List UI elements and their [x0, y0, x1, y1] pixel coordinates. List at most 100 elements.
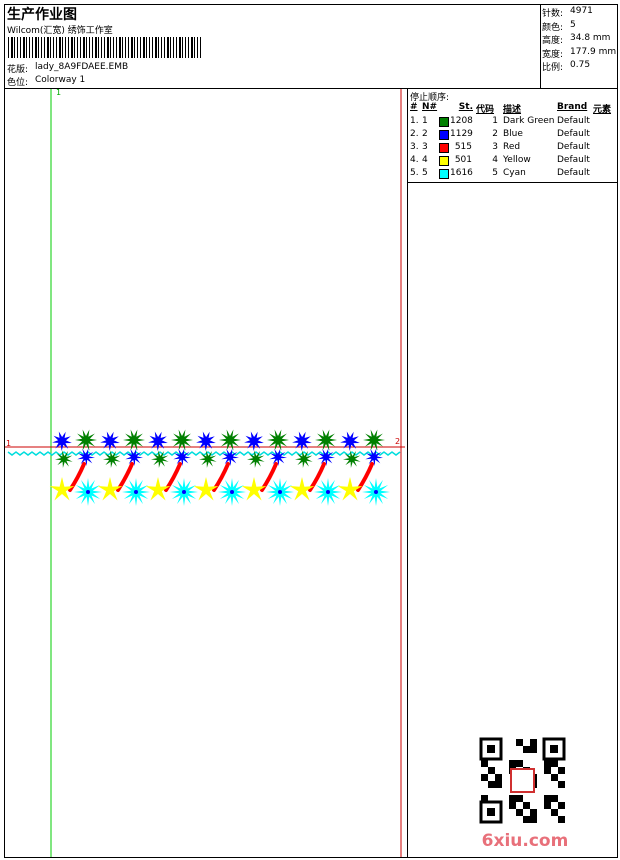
leaf-cluster [247, 450, 265, 468]
qr-module [558, 816, 565, 823]
qr-seal [510, 768, 535, 793]
info-value: 177.9 mm [570, 46, 617, 57]
qr-module [551, 809, 558, 816]
leaf-cluster [295, 450, 313, 468]
guide-label: 1 [56, 88, 61, 97]
leaf-cluster [148, 431, 168, 451]
description: Yellow [503, 155, 531, 165]
qr-module [558, 802, 565, 809]
leaf-cluster [173, 448, 191, 466]
flower-center [374, 490, 378, 494]
table-divider [407, 182, 618, 183]
leaf-cluster [123, 429, 145, 451]
row-index: 3. [410, 142, 419, 152]
qr-module [530, 816, 537, 823]
colorway: Colorway 1 [35, 75, 86, 85]
brand: Default [557, 142, 590, 152]
stem [68, 462, 86, 492]
column-header: St. [458, 102, 473, 112]
row-index: 2. [410, 129, 419, 139]
needle: 3 [422, 142, 428, 152]
leaf-cluster [196, 431, 216, 451]
description: Red [503, 142, 521, 152]
qr-module [544, 795, 551, 802]
qr-module [530, 809, 537, 816]
flower-center [182, 490, 186, 494]
page-frame [4, 4, 618, 858]
qr-finder [487, 808, 495, 816]
stitches: 1129 [450, 129, 473, 139]
stitches: 501 [454, 155, 472, 165]
qr-module [488, 767, 495, 774]
code: 1 [492, 116, 498, 126]
qr-module [516, 760, 523, 767]
qr-module [488, 781, 495, 788]
code: 3 [492, 142, 498, 152]
design-file: lady_8A9FDAEE.EMB [35, 62, 129, 72]
color-swatch [439, 117, 449, 127]
star-flower [289, 477, 315, 501]
barcode [8, 37, 202, 58]
flower-center [326, 490, 330, 494]
color-swatch [439, 143, 449, 153]
code: 2 [492, 129, 498, 139]
leaf-cluster [77, 448, 95, 466]
leaf-cluster [199, 450, 217, 468]
qr-finder [487, 745, 495, 753]
description: Blue [503, 129, 523, 139]
qr-module [481, 760, 488, 767]
leaf-cluster [315, 429, 337, 451]
stitches: 1208 [450, 116, 473, 126]
qr-module [516, 809, 523, 816]
leaf-cluster [75, 429, 97, 451]
qr-module [544, 760, 551, 767]
embroidery [49, 429, 390, 506]
info-value: 4971 [570, 6, 593, 16]
stem [212, 462, 230, 492]
edge-stitch [7, 451, 401, 456]
stem [356, 462, 374, 492]
info-value: 0.75 [570, 60, 591, 70]
leaf-cluster [317, 448, 335, 466]
qr-module [516, 795, 523, 802]
leaf-cluster [100, 431, 120, 451]
needle: 1 [422, 116, 428, 126]
qr-module [544, 767, 551, 774]
qr-module [530, 739, 537, 746]
needle: 4 [422, 155, 428, 165]
row-index: 4. [410, 155, 419, 165]
qr-module [558, 767, 565, 774]
info-value: 34.8 mm [570, 33, 611, 43]
qr-module [495, 781, 502, 788]
star-flower [145, 477, 171, 501]
color-swatch [439, 156, 449, 166]
leaf-cluster [125, 448, 143, 466]
flower-center [230, 490, 234, 494]
stem [260, 462, 278, 492]
stitches: 1616 [450, 168, 473, 178]
qr-module [558, 781, 565, 788]
qr-module [551, 774, 558, 781]
leaf-cluster [52, 431, 72, 451]
title: 生产作业图 [7, 7, 77, 23]
column-header: 元素 [593, 105, 612, 115]
info-divider [540, 4, 541, 88]
leaf-cluster [365, 448, 383, 466]
stem [164, 462, 182, 492]
leaf-cluster [55, 450, 73, 468]
needle: 2 [422, 129, 428, 139]
leaf-cluster [363, 429, 385, 451]
qr-module [509, 760, 516, 767]
leaf-cluster [151, 450, 169, 468]
qr-module [551, 760, 558, 767]
stem [116, 462, 134, 492]
star-flower [337, 477, 363, 501]
qr-module [509, 802, 516, 809]
flower-center [134, 490, 138, 494]
brand: Default [557, 155, 590, 165]
leaf-cluster [292, 431, 312, 451]
guide-label: 2 [395, 437, 400, 446]
column-header: 代码 [476, 105, 495, 115]
leaf-cluster [343, 450, 361, 468]
